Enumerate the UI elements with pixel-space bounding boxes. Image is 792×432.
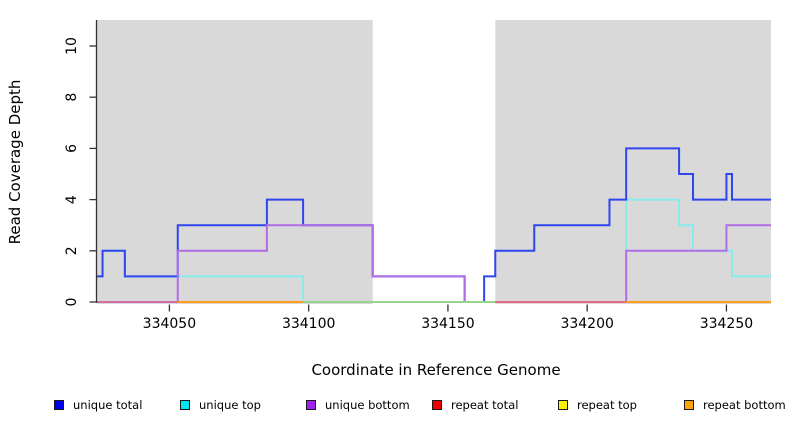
x-axis-title: Coordinate in Reference Genome — [311, 361, 560, 379]
y-tick-label: 6 — [64, 144, 80, 153]
legend-item-unique-top: unique top — [180, 398, 261, 412]
legend-label: repeat total — [451, 398, 519, 412]
legend-item-unique-bottom: unique bottom — [306, 398, 410, 412]
x-tick-label: 334100 — [282, 316, 335, 332]
legend-label: unique top — [199, 398, 261, 412]
legend-label: repeat bottom — [703, 398, 786, 412]
legend-swatch-unique-top — [180, 400, 190, 410]
shaded-region — [495, 20, 771, 304]
x-tick-label: 334250 — [700, 316, 753, 332]
legend-label: repeat top — [577, 398, 637, 412]
legend-swatch-repeat-top — [558, 400, 568, 410]
legend-label: unique bottom — [325, 398, 410, 412]
y-tick-label: 2 — [64, 246, 80, 255]
legend-swatch-unique-bottom — [306, 400, 316, 410]
shaded-region — [97, 20, 373, 304]
y-tick-label: 4 — [64, 195, 80, 204]
y-tick-label: 0 — [64, 298, 80, 307]
x-tick-label: 334200 — [560, 316, 613, 332]
legend-label: unique total — [73, 398, 143, 412]
shaded-regions — [97, 20, 771, 304]
chart-canvas: 0 2 4 6 8 10 334050 334100 334150 334200 334250 Co… — [6, 20, 771, 379]
legend: unique total unique top unique bottom repea… — [0, 398, 792, 414]
x-tick-label: 334050 — [143, 316, 196, 332]
legend-item-repeat-total: repeat total — [432, 398, 518, 412]
y-axis-title: Read Coverage Depth — [6, 80, 24, 245]
y-tick-label: 10 — [64, 37, 80, 55]
legend-item-repeat-top: repeat top — [558, 398, 637, 412]
legend-swatch-unique-total — [54, 400, 64, 410]
x-tick-label: 334150 — [421, 316, 474, 332]
legend-swatch-repeat-total — [432, 400, 442, 410]
axes: 0 2 4 6 8 10 334050 334100 334150 334200 334250 — [64, 20, 753, 332]
legend-item-unique-total: unique total — [54, 398, 142, 412]
series-line-unique-bottom — [97, 224, 771, 303]
legend-item-repeat-bottom: repeat bottom — [684, 398, 786, 412]
y-tick-label: 8 — [64, 93, 80, 102]
legend-swatch-repeat-bottom — [684, 400, 694, 410]
